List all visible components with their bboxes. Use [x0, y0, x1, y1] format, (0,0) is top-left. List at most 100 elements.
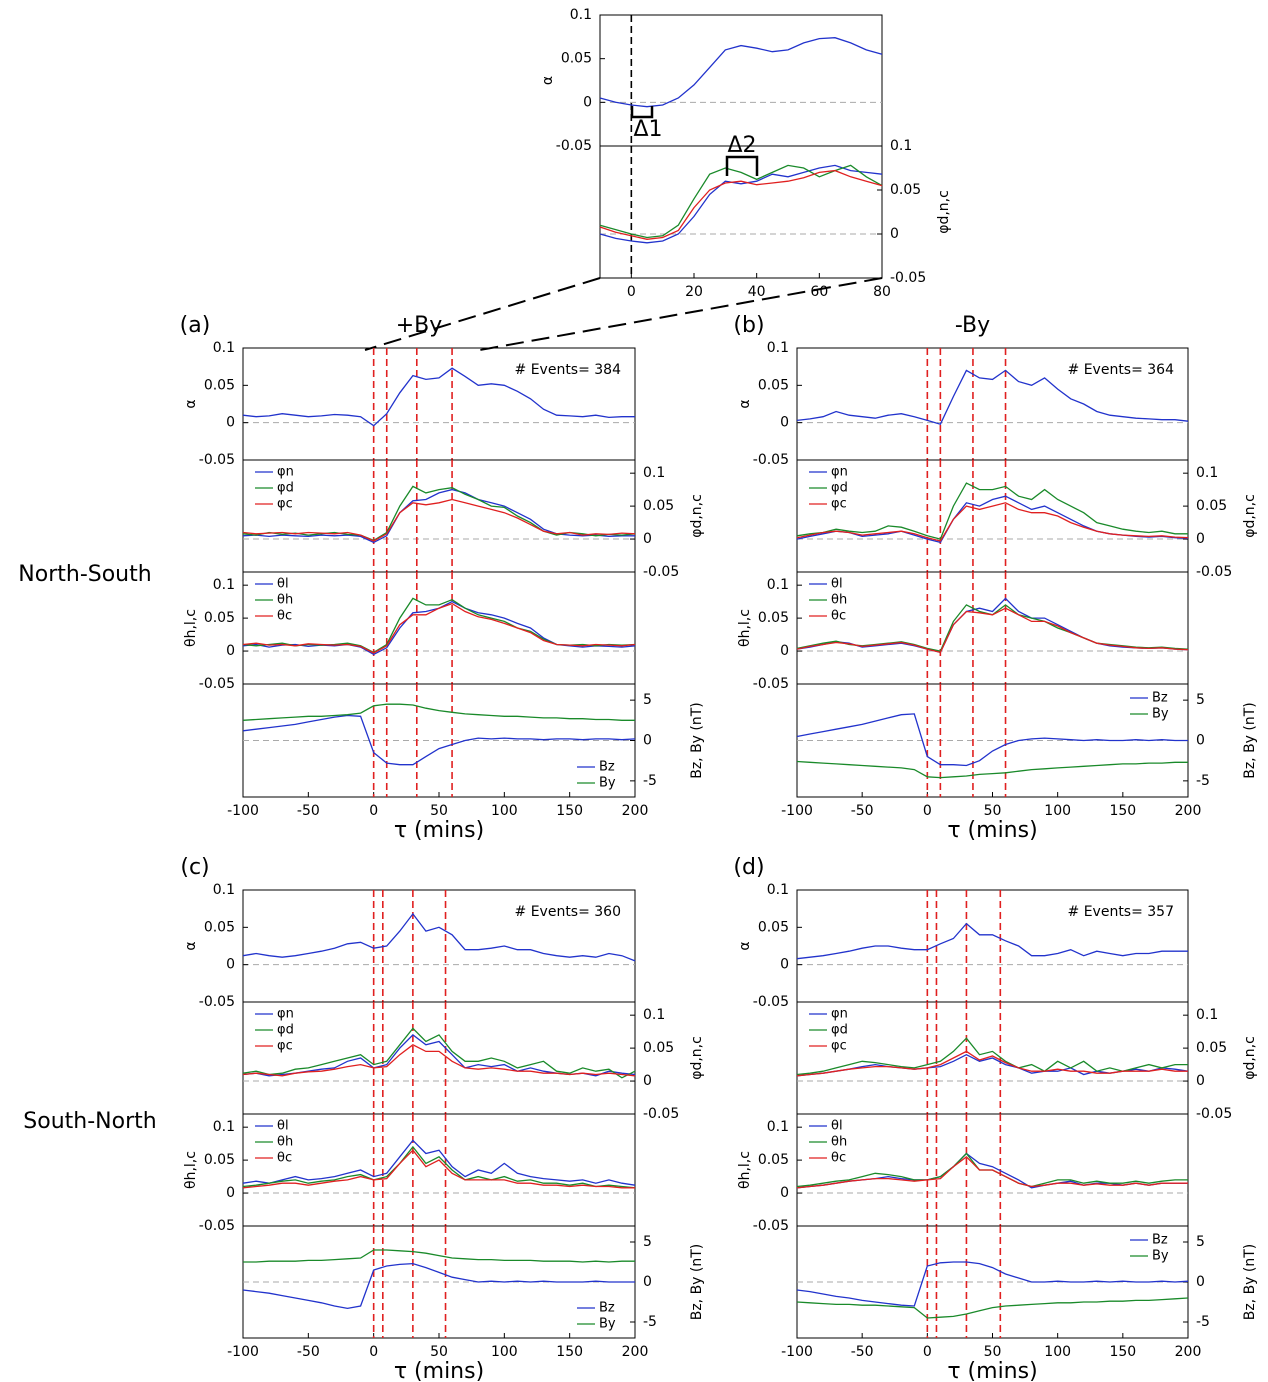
y-tick-label: 0.05 — [561, 51, 592, 67]
legend-label: By — [599, 776, 616, 791]
y-axis-label: Bz, By (nT) — [1242, 1244, 1258, 1321]
y-tick-label: 0 — [226, 415, 235, 431]
x-tick-label: 40 — [748, 284, 766, 300]
x-tick-label: 0 — [923, 803, 932, 819]
legend-label: φc — [277, 1039, 293, 1054]
y-axis-label: φd,n,c — [936, 190, 952, 234]
y-tick-label: 5 — [1196, 692, 1205, 708]
row-label: South-North — [23, 1109, 156, 1134]
y-tick-label: 0 — [643, 531, 652, 547]
y-axis-label: θh,l,c — [737, 1151, 753, 1189]
series-line — [242, 498, 636, 542]
series-line — [242, 1149, 635, 1189]
series-line — [242, 1262, 635, 1310]
legend-label: θh — [831, 593, 847, 608]
y-axis-label: α — [737, 399, 753, 408]
y-tick-label: 0.1 — [767, 882, 789, 898]
x-tick-label: 100 — [1044, 1344, 1071, 1360]
y-tick-label: 0 — [780, 643, 789, 659]
legend-label: φn — [277, 465, 294, 480]
legend-label: θh — [277, 1135, 293, 1150]
y-tick-label: 0 — [583, 94, 592, 110]
annotation: # Events= 360 — [515, 904, 621, 920]
legend-label: By — [1152, 1249, 1169, 1264]
series-line — [796, 597, 1189, 654]
legend-label: Bz — [1152, 1233, 1168, 1248]
y-tick-label: 0.05 — [758, 1152, 789, 1168]
y-tick-label: 0.1 — [213, 882, 235, 898]
y-tick-label: 5 — [643, 1234, 652, 1250]
annotation: # Events= 357 — [1068, 904, 1174, 920]
y-tick-label: -5 — [643, 773, 657, 789]
legend-label: φd — [831, 481, 848, 496]
y-tick-label: 0 — [226, 643, 235, 659]
y-tick-label: 0 — [1196, 1274, 1205, 1290]
legend-label: θl — [277, 577, 289, 592]
y-tick-label: -0.05 — [643, 564, 679, 580]
y-tick-label: 0.05 — [643, 1040, 674, 1056]
panel-label: (a) — [180, 313, 211, 338]
series-line — [796, 1050, 1188, 1077]
legend-label: θc — [831, 1151, 846, 1166]
legend-label: By — [1152, 707, 1169, 722]
series-line — [599, 169, 883, 240]
panel-title: -By — [955, 313, 990, 338]
y-axis-label: θh,l,c — [183, 609, 199, 647]
y-tick-label: -0.05 — [890, 270, 926, 286]
legend-label: φd — [277, 1023, 294, 1038]
x-tick-label: 60 — [810, 284, 828, 300]
legend-label: φn — [831, 465, 848, 480]
legend-label: θl — [831, 577, 843, 592]
plot-frame — [599, 145, 883, 279]
x-tick-label: 50 — [984, 1344, 1002, 1360]
series-line — [243, 1249, 635, 1263]
y-tick-label: 5 — [1196, 1234, 1205, 1250]
y-tick-label: -0.05 — [643, 1106, 679, 1122]
y-axis-label: φd,n,c — [689, 1036, 705, 1080]
x-axis-label: τ (mins) — [394, 818, 484, 843]
y-tick-label: 0 — [1196, 733, 1205, 749]
y-tick-label: 0.1 — [570, 7, 592, 23]
y-axis-label: θh,l,c — [183, 1151, 199, 1189]
panel-label: (c) — [180, 855, 209, 880]
y-axis-label: α — [737, 941, 753, 950]
series-line — [242, 1145, 636, 1189]
y-axis-label: φd,n,c — [1242, 1036, 1258, 1080]
series-line — [796, 922, 1188, 960]
y-tick-label: -0.05 — [753, 994, 789, 1010]
x-axis-label: τ (mins) — [947, 1359, 1037, 1382]
panel-label: (d) — [733, 855, 764, 880]
legend-label: Bz — [1152, 691, 1168, 706]
series-line — [242, 912, 636, 962]
x-tick-label: 80 — [873, 284, 891, 300]
x-tick-label: -100 — [227, 803, 259, 819]
x-tick-label: -50 — [297, 1344, 320, 1360]
series-line — [242, 367, 635, 427]
y-tick-label: -0.05 — [199, 1218, 235, 1234]
y-tick-label: -0.05 — [753, 676, 789, 692]
y-tick-label: -0.05 — [1196, 564, 1232, 580]
y-axis-label: α — [183, 399, 199, 408]
panel-label: (b) — [733, 313, 764, 338]
x-tick-label: 0 — [369, 803, 378, 819]
bracket — [630, 106, 654, 119]
y-tick-label: 0.05 — [758, 919, 789, 935]
y-tick-label: 0.1 — [1196, 465, 1218, 481]
series-line — [599, 164, 883, 244]
row-label: North-South — [18, 562, 151, 587]
bracket — [725, 155, 759, 176]
y-tick-label: 0.05 — [643, 498, 674, 514]
series-line — [796, 713, 1188, 767]
x-tick-label: 50 — [984, 803, 1002, 819]
y-axis-label: Bz, By (nT) — [689, 1244, 705, 1321]
x-tick-label: 200 — [1175, 803, 1202, 819]
series-line — [796, 369, 1189, 425]
legend-label: θc — [277, 609, 292, 624]
legend-label: φc — [277, 497, 293, 512]
y-tick-label: -5 — [643, 1314, 657, 1330]
series-line — [242, 1044, 636, 1077]
y-tick-label: 0.1 — [213, 340, 235, 356]
y-axis-label: α — [183, 941, 199, 950]
